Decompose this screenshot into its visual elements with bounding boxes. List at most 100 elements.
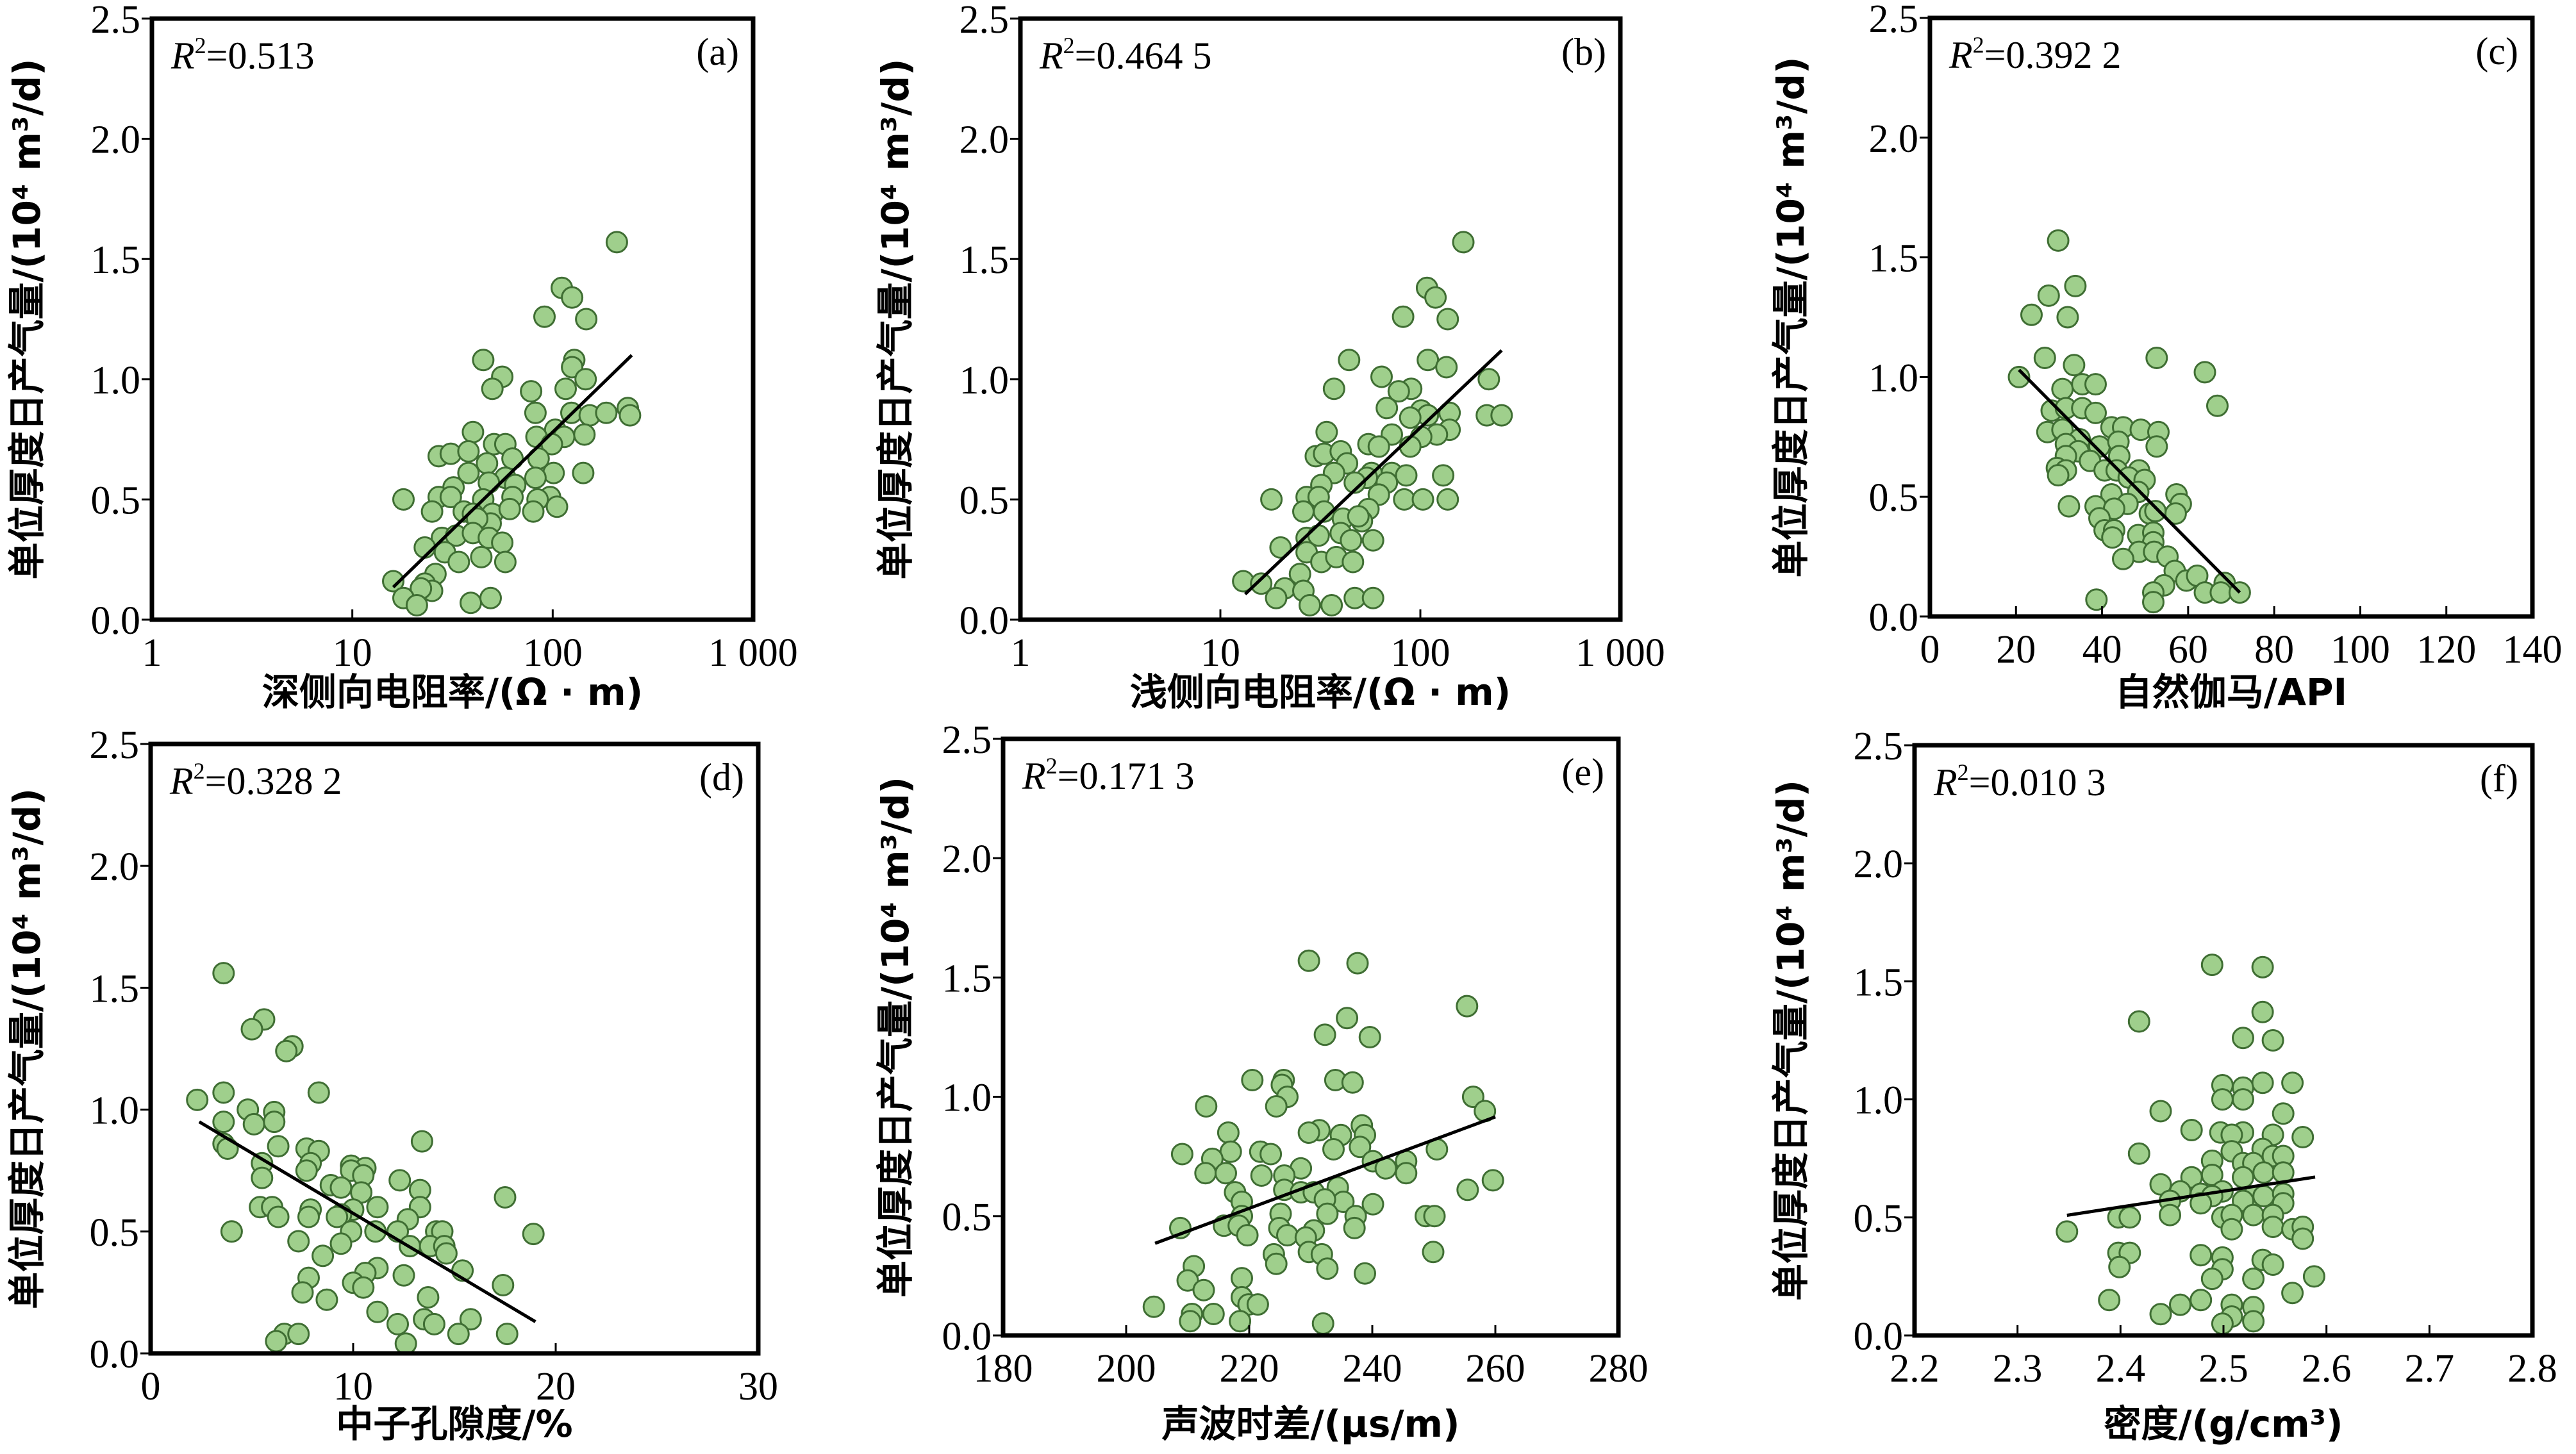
panel-a: 1 10 100 1 000 0.0 0.5 1.0 1.5 2.0 2.5 深侧向电阻率/(Ω ·…	[5, 0, 798, 714]
data-point	[481, 377, 504, 401]
x-tick-label: 0	[1920, 628, 1940, 672]
y-tick-label: 0.0	[90, 1333, 140, 1376]
data-point	[2127, 1010, 2150, 1033]
x-tick-label: 1	[142, 631, 162, 675]
y-axis-title: 单位厚度日产气量/(10⁴ m³/d)	[1769, 56, 1813, 577]
x-tick-label: 1 000	[708, 631, 798, 675]
data-point	[561, 286, 584, 309]
data-point	[307, 1081, 330, 1104]
data-point	[267, 1135, 290, 1158]
x-axis-title: 声波时差/(μs/m)	[1161, 1402, 1459, 1446]
data-point	[2232, 1166, 2254, 1189]
r-superscript: 2	[1046, 753, 1058, 779]
data-point	[447, 1323, 470, 1346]
y-tick-label: 0.0	[960, 599, 1010, 643]
y-tick-label: 2.5	[942, 718, 992, 762]
data-point	[575, 308, 598, 331]
data-point	[2144, 500, 2167, 523]
trend-line	[1243, 349, 1503, 596]
y-axis-title: 单位厚度日产气量/(10⁴ m³/d)	[5, 58, 49, 579]
y-tick-label: 2.0	[960, 119, 1010, 162]
x-tick-label: 2.5	[2198, 1347, 2248, 1391]
data-point	[366, 1300, 389, 1323]
data-point	[2200, 954, 2223, 977]
y-tick-label: 1.0	[1854, 1079, 1904, 1123]
data-point	[1481, 1169, 1504, 1192]
data-point	[394, 1332, 417, 1355]
data-point	[1192, 1278, 1215, 1301]
data-point	[287, 1230, 310, 1253]
y-axis-title: 单位厚度日产气量/(10⁴ m³/d)	[874, 777, 917, 1298]
data-point	[1179, 1310, 1202, 1333]
r-squared-value: =0.328 2	[205, 760, 342, 802]
y-axis-title: 单位厚度日产气量/(10⁴ m³/d)	[5, 788, 49, 1309]
data-point	[2261, 1029, 2284, 1052]
panel-f: 2.2 2.3 2.4 2.5 2.6 2.7 2.8 0.0 0.5 1.0 1.5 2.0 2.5 密…	[1769, 725, 2557, 1446]
data-point	[2302, 1265, 2325, 1288]
data-point	[2145, 435, 2168, 458]
data-point	[1461, 1086, 1484, 1109]
r-symbol: R	[1949, 34, 1973, 76]
data-point	[1342, 550, 1365, 574]
x-tick-label: 180	[974, 1347, 1033, 1391]
r-symbol: R	[1933, 761, 1957, 804]
data-point	[1215, 1162, 1237, 1185]
data-point	[2056, 1220, 2079, 1243]
r-squared-label: R2=0.171 3	[1022, 753, 1195, 797]
data-point	[1411, 488, 1434, 511]
data-point	[447, 550, 470, 574]
data-point	[2047, 229, 2070, 252]
x-tick-label: 10	[333, 631, 372, 675]
data-point	[2242, 1268, 2265, 1291]
plot-frame	[1927, 15, 2535, 619]
data-point	[1341, 1071, 1364, 1094]
data-point	[1322, 1138, 1345, 1161]
panel-b: 1 10 100 1 000 0.0 0.5 1.0 1.5 2.0 2.5 浅侧向电阻率/(Ω ·…	[874, 0, 1665, 714]
x-tick-label: 2.8	[2507, 1347, 2557, 1391]
data-point	[1358, 1026, 1381, 1048]
y-tick-label: 1.0	[960, 359, 1010, 402]
data-point	[212, 1081, 235, 1104]
x-tick-label: 200	[1097, 1347, 1156, 1391]
data-point	[2209, 581, 2232, 604]
x-tick-label: 20	[1996, 628, 2036, 672]
y-tick-label: 0.5	[1869, 476, 1919, 520]
data-point	[2108, 1255, 2131, 1278]
data-point	[1452, 231, 1475, 254]
data-point	[605, 231, 628, 254]
r-superscript: 2	[1063, 33, 1075, 58]
data-point	[1265, 1095, 1288, 1118]
trend-line	[198, 1120, 536, 1323]
data-point	[1399, 406, 1422, 429]
data-point	[2291, 1227, 2314, 1250]
panel-label: (a)	[696, 31, 739, 73]
data-point	[275, 1039, 298, 1062]
r-squared-label: R2=0.464 5	[1039, 33, 1212, 77]
data-point	[1142, 1295, 1165, 1318]
data-point	[1361, 586, 1384, 609]
data-point	[435, 1242, 458, 1265]
y-tick-label: 2.0	[91, 119, 141, 162]
data-point	[2064, 274, 2087, 297]
data-point	[461, 420, 485, 443]
trend-line	[2066, 1175, 2316, 1217]
y-tick-label: 1.5	[960, 238, 1010, 282]
data-point	[1354, 1262, 1376, 1285]
data-point	[1292, 500, 1315, 523]
data-point	[417, 1286, 440, 1309]
data-point	[1432, 464, 1455, 487]
r-squared-value: =0.464 5	[1075, 35, 1212, 77]
data-point	[295, 1159, 318, 1182]
data-point	[2169, 1293, 2191, 1316]
x-axis-title: 深侧向电阻率/(Ω · m)	[262, 670, 643, 714]
data-point	[388, 1169, 411, 1192]
data-point	[1490, 404, 1513, 427]
data-point	[2145, 347, 2168, 369]
data-point	[186, 1088, 209, 1111]
r-symbol: R	[169, 760, 194, 802]
x-tick-label: 2.2	[1890, 1347, 1940, 1391]
x-tick-label: 100	[523, 631, 583, 675]
data-point	[1259, 1143, 1283, 1166]
plot-frame	[1018, 16, 1623, 622]
panel-label: (c)	[2475, 30, 2518, 72]
